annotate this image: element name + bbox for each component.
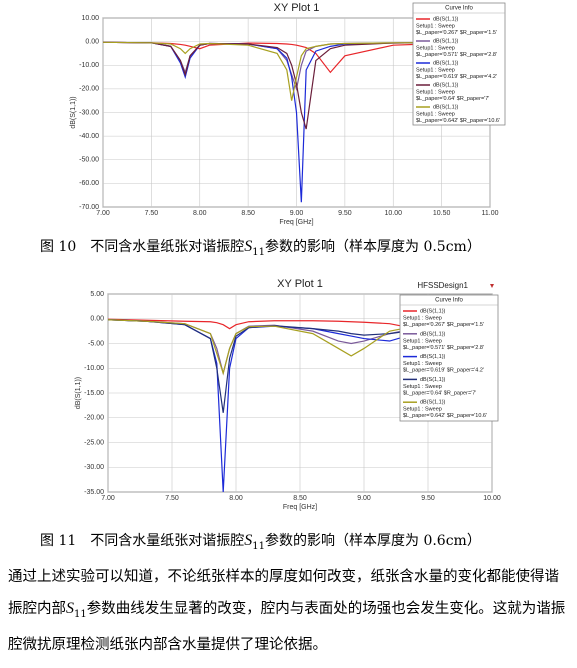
y-tick-label: -30.00 <box>79 109 99 116</box>
design-name: HFSSDesign1 <box>417 281 468 290</box>
series-line <box>102 41 491 203</box>
legend-label: dB(S(1,1)) <box>433 82 459 88</box>
caption-text: 参数的影响（样本厚度为 0.5cm） <box>265 239 481 255</box>
series-line <box>102 41 491 74</box>
x-tick-label: 10.00 <box>384 210 402 217</box>
x-tick-label: 7.00 <box>101 495 115 502</box>
y-tick-label: -70.00 <box>79 204 99 211</box>
legend-label: Setup1 : Sweep <box>416 89 455 95</box>
legend-label: Setup1 : Sweep <box>403 315 442 321</box>
legend-label: $L_paper='0.571' $R_paper='2.8' <box>403 345 484 351</box>
caption-text: 图 11 不同含水量纸张对谐振腔 <box>40 533 245 549</box>
legend-label: Setup1 : Sweep <box>416 45 455 51</box>
legend-box <box>412 2 506 126</box>
legend-label: $L_paper='0.267' $R_paper='1.5' <box>403 322 484 328</box>
y-tick-label: -35.00 <box>84 489 104 496</box>
legend-title: Curve Info <box>435 298 463 304</box>
y-tick-label: 5.00 <box>90 291 104 298</box>
y-axis-label: dB(S(1,1)) <box>70 96 77 128</box>
legend-label: Setup1 : Sweep <box>416 23 455 29</box>
legend-label: dB(S(1,1)) <box>433 16 459 22</box>
paragraph-text: 参数曲线发生显著的改变，腔内与表面处的场强也会发生变化。这就为谐振腔微扰原理检测… <box>8 601 566 653</box>
legend-label: $L_paper='0.267' $R_paper='1.5' <box>416 30 497 36</box>
legend-label: $L_paper='0.64' $R_paper='7' <box>403 390 476 396</box>
y-tick-label: -50.00 <box>79 157 99 164</box>
x-tick-label: 9.00 <box>357 495 371 502</box>
y-tick-label: 0.00 <box>85 38 99 45</box>
legend-title: Curve Info <box>445 6 473 12</box>
chart: XY Plot 1 HFSSDesign1 5.00 0.00 -5.00 -10.00 -… <box>75 278 501 511</box>
legend-label: $L_paper='0.619' $R_paper='4.2' <box>416 74 497 80</box>
x-tick-label: 9.00 <box>290 210 304 217</box>
caption-subscript: 11 <box>252 246 265 258</box>
x-tick-label: 10.50 <box>433 210 451 217</box>
legend-label: Setup1 : Sweep <box>403 361 442 367</box>
legend-label: $L_paper='0.619' $R_paper='4.2' <box>403 368 484 374</box>
y-tick-label: -5.00 <box>88 340 104 347</box>
y-tick-label: -60.00 <box>79 180 99 187</box>
legend-label: dB(S(1,1)) <box>433 60 459 66</box>
caption-text: 参数的影响（样本厚度为 0.6cm） <box>265 533 481 549</box>
series-line <box>102 41 491 101</box>
x-tick-label: 7.50 <box>165 495 179 502</box>
y-tick-label: -20.00 <box>79 86 99 93</box>
x-tick-label: 11.00 <box>482 210 499 217</box>
paragraph-subscript: 11 <box>74 608 87 620</box>
legend-label: $L_paper='0.642' $R_paper='10.6' <box>403 413 487 419</box>
x-tick-label: 10.00 <box>483 495 501 502</box>
x-axis-label: Freq [GHz] <box>279 219 313 226</box>
legend-label: dB(S(1,1)) <box>433 104 459 110</box>
y-tick-label: -30.00 <box>84 464 104 471</box>
figure-caption: 图 10 不同含水量纸张对谐振腔S11参数的影响（样本厚度为 0.5cm） <box>40 236 481 258</box>
y-tick-label: -15.00 <box>84 390 104 397</box>
legend-label: $L_paper='0.642' $R_paper='10.6' <box>416 118 500 124</box>
x-tick-label: 9.50 <box>338 210 352 217</box>
chart-title: XY Plot 1 <box>277 278 323 290</box>
legend-label: Setup1 : Sweep <box>416 111 455 117</box>
legend-label: dB(S(1,1)) <box>420 377 446 383</box>
caption-symbol: S <box>244 532 253 549</box>
y-tick-label: -10.00 <box>79 62 99 69</box>
chart-title: XY Plot 1 <box>274 2 320 14</box>
x-tick-label: 7.00 <box>96 210 110 217</box>
x-tick-label: 8.50 <box>241 210 255 217</box>
x-tick-label: 9.50 <box>421 495 435 502</box>
legend-label: dB(S(1,1)) <box>420 400 446 406</box>
design-marker <box>490 284 494 288</box>
paragraph-text: 通过上述实验可以知道，不论纸张样本的厚度如何改变，纸张含水量的变化都能使得谐振腔… <box>8 569 559 617</box>
legend-label: $L_paper='0.64' $R_paper='7' <box>416 96 489 102</box>
legend-label: dB(S(1,1)) <box>420 354 446 360</box>
paragraph-symbol: S <box>66 600 74 617</box>
y-axis-label: dB(S(1,1)) <box>75 377 82 409</box>
legend-label: Setup1 : Sweep <box>403 338 442 344</box>
x-tick-label: 8.50 <box>293 495 307 502</box>
legend-label: Setup1 : Sweep <box>416 67 455 73</box>
y-tick-label: 0.00 <box>90 316 104 323</box>
caption-subscript: 11 <box>252 540 265 552</box>
body-paragraph: 通过上述实验可以知道，不论纸张样本的厚度如何改变，纸张含水量的变化都能使得谐振腔… <box>8 562 570 661</box>
y-tick-label: 10.00 <box>81 15 99 22</box>
legend-label: Setup1 : Sweep <box>403 384 442 390</box>
x-tick-label: 7.50 <box>145 210 159 217</box>
legend-label: Setup1 : Sweep <box>403 407 442 413</box>
y-tick-label: -40.00 <box>79 133 99 140</box>
legend-box <box>399 294 499 422</box>
chart: XY Plot 1 10.00 0.00 -10.00 -20.00 -30.00 -40.… <box>70 2 506 226</box>
legend-label: dB(S(1,1)) <box>420 331 446 337</box>
y-tick-label: -20.00 <box>84 415 104 422</box>
caption-symbol: S <box>244 238 253 255</box>
series-line <box>102 41 491 130</box>
y-tick-label: -10.00 <box>84 365 104 372</box>
caption-text: 图 10 不同含水量纸张对谐振腔 <box>40 239 245 255</box>
x-tick-label: 8.00 <box>229 495 243 502</box>
x-axis-label: Freq [GHz] <box>283 504 317 511</box>
legend-label: dB(S(1,1)) <box>420 308 446 314</box>
y-tick-label: -25.00 <box>84 439 104 446</box>
legend-label: dB(S(1,1)) <box>433 38 459 44</box>
x-tick-label: 8.00 <box>193 210 207 217</box>
legend-label: $L_paper='0.571' $R_paper='2.8' <box>416 52 497 58</box>
figure-caption: 图 11 不同含水量纸张对谐振腔S11参数的影响（样本厚度为 0.6cm） <box>40 530 481 552</box>
